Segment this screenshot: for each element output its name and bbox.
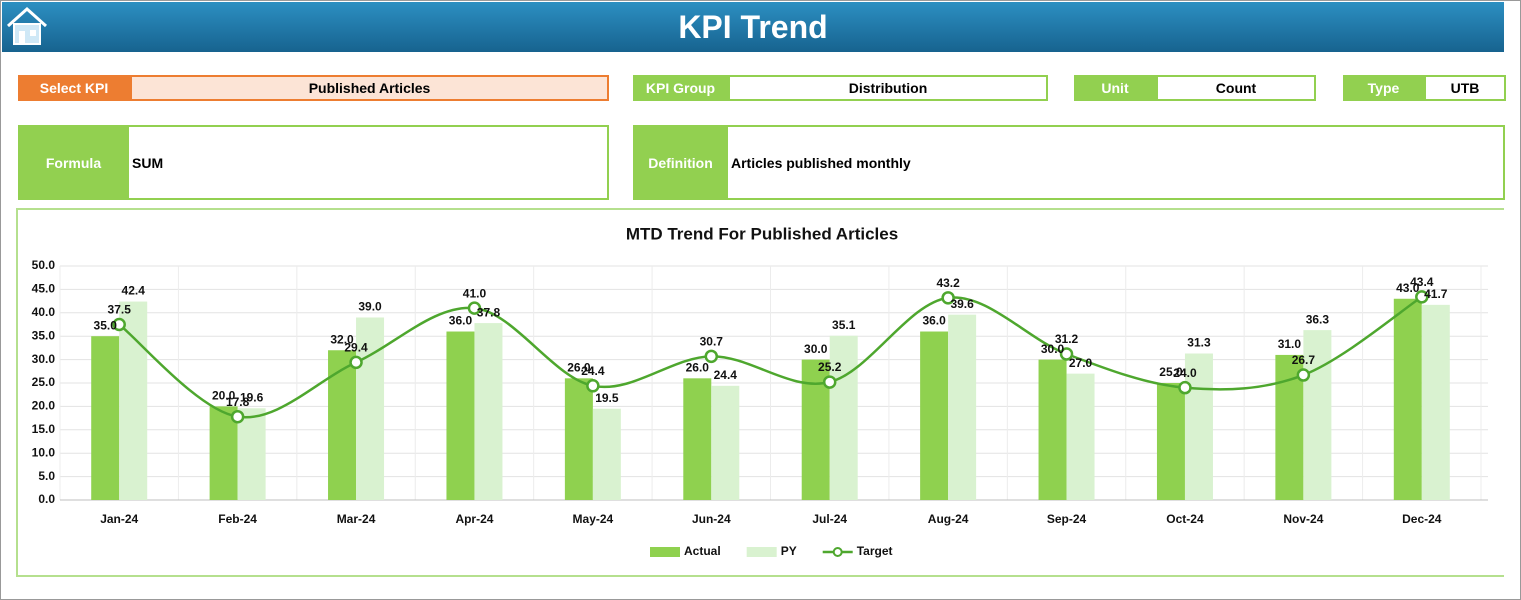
- home-icon[interactable]: [4, 4, 50, 50]
- field-label: Definition: [633, 125, 728, 200]
- chart-panel: [16, 208, 1504, 577]
- field-value: Count: [1156, 75, 1316, 101]
- field-value: UTB: [1424, 75, 1506, 101]
- field-label: Formula: [18, 125, 129, 200]
- field-value: Distribution: [728, 75, 1048, 101]
- field-value: Articles published monthly: [726, 125, 1505, 200]
- field-value: SUM: [127, 125, 609, 200]
- field-label: KPI Group: [633, 75, 728, 101]
- field-label: Unit: [1074, 75, 1156, 101]
- field-label: Type: [1343, 75, 1424, 101]
- kpi-select[interactable]: Published Articles: [130, 75, 609, 101]
- header: KPI Trend: [2, 2, 1504, 52]
- field-label: Select KPI: [18, 75, 130, 101]
